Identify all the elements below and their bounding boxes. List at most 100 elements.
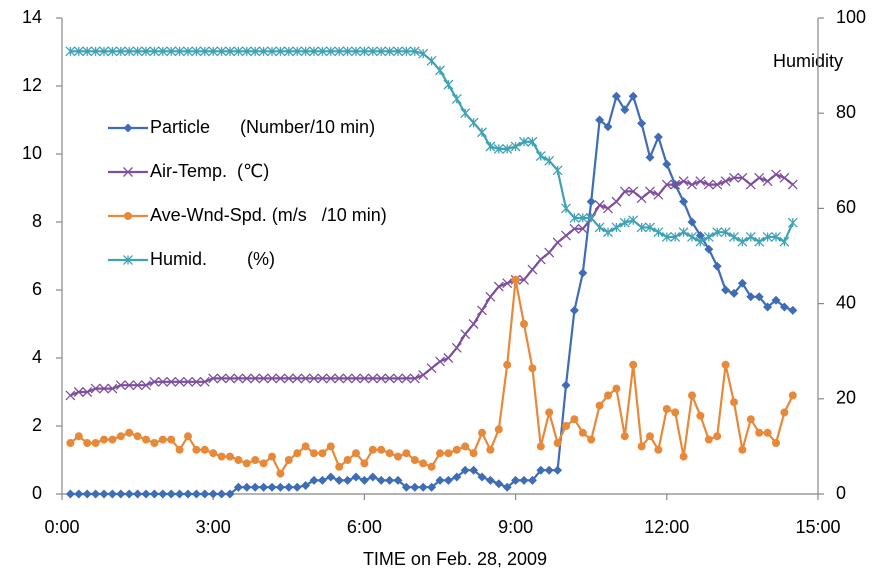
marker <box>645 186 655 197</box>
marker <box>183 489 193 499</box>
legend-label: Humid. (%) <box>150 249 275 269</box>
marker <box>594 200 605 210</box>
marker <box>217 489 227 499</box>
marker <box>703 232 714 242</box>
marker <box>745 179 756 190</box>
marker <box>175 445 184 454</box>
marker <box>259 482 269 492</box>
marker <box>696 411 705 420</box>
marker <box>208 373 219 384</box>
marker <box>604 391 612 400</box>
marker <box>368 472 378 482</box>
marker <box>149 376 160 387</box>
marker <box>779 302 789 312</box>
marker <box>486 445 495 454</box>
marker <box>82 46 93 57</box>
marker <box>788 391 797 400</box>
marker <box>435 475 445 485</box>
marker <box>493 281 504 292</box>
marker <box>418 48 429 59</box>
marker <box>174 46 185 57</box>
x-tick-label: 15:00 <box>795 517 840 537</box>
marker <box>661 232 672 242</box>
marker <box>628 186 639 197</box>
marker <box>100 435 108 444</box>
marker <box>553 465 563 475</box>
marker <box>787 217 798 228</box>
marker <box>469 465 479 475</box>
marker <box>435 356 445 367</box>
marker <box>418 482 428 492</box>
marker <box>132 380 143 391</box>
marker <box>738 445 747 454</box>
marker <box>116 432 125 441</box>
marker <box>191 46 202 57</box>
marker <box>376 475 386 485</box>
marker <box>175 489 185 499</box>
marker <box>502 143 513 154</box>
marker <box>275 373 286 384</box>
marker <box>678 227 689 238</box>
marker <box>510 141 521 152</box>
marker <box>443 79 454 90</box>
x-tick-label: 9:00 <box>498 517 533 537</box>
marker <box>184 432 192 441</box>
marker <box>385 449 394 458</box>
marker <box>511 275 520 284</box>
marker <box>426 363 437 374</box>
marker <box>309 373 319 384</box>
marker <box>603 122 613 132</box>
marker <box>317 373 328 384</box>
marker <box>444 449 453 458</box>
marker <box>780 408 789 417</box>
marker <box>569 212 580 223</box>
marker <box>536 442 545 451</box>
marker <box>544 247 555 258</box>
marker <box>419 459 428 468</box>
marker <box>334 373 345 384</box>
marker <box>317 46 328 57</box>
marker <box>603 227 613 238</box>
marker <box>577 223 588 234</box>
marker <box>141 489 151 499</box>
marker <box>225 373 235 384</box>
marker <box>603 203 613 214</box>
marker <box>451 93 462 104</box>
marker <box>528 364 537 373</box>
marker <box>561 203 571 214</box>
marker <box>74 489 84 499</box>
marker <box>150 439 159 447</box>
marker <box>654 445 663 454</box>
marker <box>301 481 311 490</box>
marker <box>678 176 689 187</box>
marker <box>241 46 252 57</box>
marker <box>233 373 244 384</box>
marker <box>485 141 496 152</box>
y2-tick-label: 60 <box>836 197 856 217</box>
series <box>66 275 797 478</box>
marker <box>637 442 646 451</box>
marker <box>771 295 781 305</box>
marker <box>511 475 521 485</box>
marker <box>772 439 780 447</box>
marker <box>199 46 210 57</box>
y2-tick-label: 40 <box>836 292 856 312</box>
marker <box>754 292 764 302</box>
marker <box>326 442 335 451</box>
marker <box>469 449 478 458</box>
marker <box>317 475 327 485</box>
marker <box>402 449 411 458</box>
marker <box>762 232 773 242</box>
marker <box>241 373 252 384</box>
marker <box>535 254 546 265</box>
marker <box>561 380 571 390</box>
marker <box>562 422 570 430</box>
marker <box>628 215 639 226</box>
marker <box>192 445 201 454</box>
marker <box>712 227 723 238</box>
legend-label: Particle (Number/10 min) <box>150 117 375 137</box>
marker <box>527 264 538 275</box>
marker <box>108 435 117 444</box>
marker <box>90 46 101 57</box>
marker <box>183 376 193 387</box>
